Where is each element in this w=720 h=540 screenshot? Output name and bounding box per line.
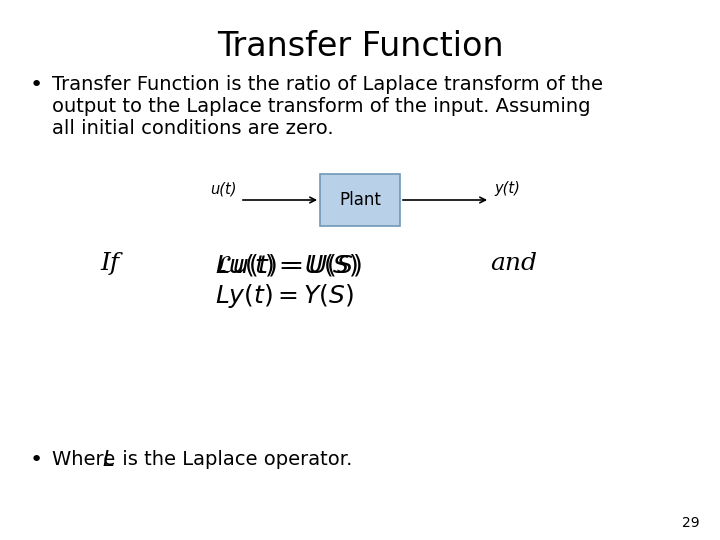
Text: and: and (490, 252, 537, 275)
Text: 29: 29 (683, 516, 700, 530)
Text: Transfer Function: Transfer Function (217, 30, 503, 63)
Text: $\it{L}$: $\it{L}$ (102, 450, 114, 470)
Text: output to the Laplace transform of the input. Assuming: output to the Laplace transform of the i… (52, 97, 590, 116)
Text: all initial conditions are zero.: all initial conditions are zero. (52, 119, 333, 138)
Text: is the Laplace operator.: is the Laplace operator. (116, 450, 352, 469)
Text: If: If (100, 252, 119, 275)
Text: •: • (30, 75, 43, 95)
Text: Where: Where (52, 450, 122, 469)
Text: u(t): u(t) (210, 181, 237, 196)
Text: y(t): y(t) (494, 181, 520, 196)
Text: $\mathdefault{\mathit{\mathcal{L}}}u(t) = U(S)$: $\mathdefault{\mathit{\mathcal{L}}}u(t) … (215, 252, 361, 278)
Text: $\it{L}y(t) = Y(S)$: $\it{L}y(t) = Y(S)$ (215, 282, 354, 310)
Text: Transfer Function is the ratio of Laplace transform of the: Transfer Function is the ratio of Laplac… (52, 75, 603, 94)
Text: Plant: Plant (339, 191, 381, 209)
Text: $\it{L}u(t) = U(S)$: $\it{L}u(t) = U(S)$ (215, 252, 359, 278)
Text: •: • (30, 450, 43, 470)
FancyBboxPatch shape (320, 174, 400, 226)
